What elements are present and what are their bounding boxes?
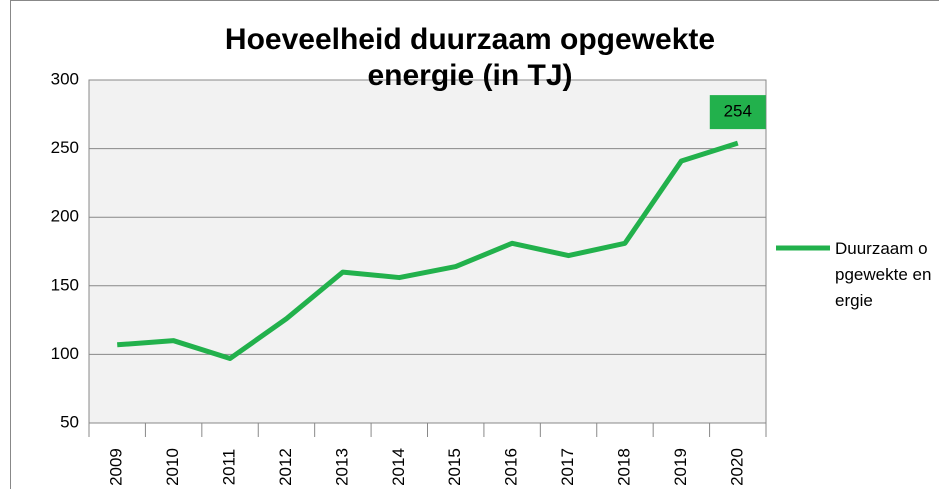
x-tick-label: 2019 bbox=[671, 448, 690, 486]
x-tick-label: 2009 bbox=[107, 448, 126, 486]
y-tick-label: 250 bbox=[51, 138, 79, 157]
chart-border bbox=[10, 0, 939, 489]
data-label: 254 bbox=[724, 102, 752, 121]
y-tick-label: 150 bbox=[51, 275, 79, 294]
x-tick-label: 2010 bbox=[163, 448, 182, 486]
line-series bbox=[117, 140, 739, 362]
data-label-box bbox=[709, 95, 766, 130]
x-tick-label: 2016 bbox=[502, 448, 521, 486]
y-tick-label: 200 bbox=[51, 207, 79, 226]
y-tick-label: 50 bbox=[60, 412, 79, 431]
y-tick-label: 300 bbox=[51, 69, 79, 88]
x-tick-label: 2014 bbox=[389, 448, 408, 486]
x-tick-label: 2015 bbox=[445, 448, 464, 486]
plot-area bbox=[88, 79, 767, 424]
x-tick-label: 2012 bbox=[276, 448, 295, 486]
x-tick-label: 2017 bbox=[558, 448, 577, 486]
x-tick-label: 2013 bbox=[332, 448, 351, 486]
chart-title: Hoeveelheid duurzaam opgewekte energie (… bbox=[224, 23, 716, 92]
y-tick-label: 100 bbox=[51, 344, 79, 363]
x-tick-label: 2011 bbox=[220, 449, 239, 486]
x-tick-label: 2018 bbox=[614, 448, 633, 486]
legend-label: Duurzaam opgewekte energie bbox=[835, 239, 932, 310]
x-tick-label: 2020 bbox=[727, 448, 746, 486]
